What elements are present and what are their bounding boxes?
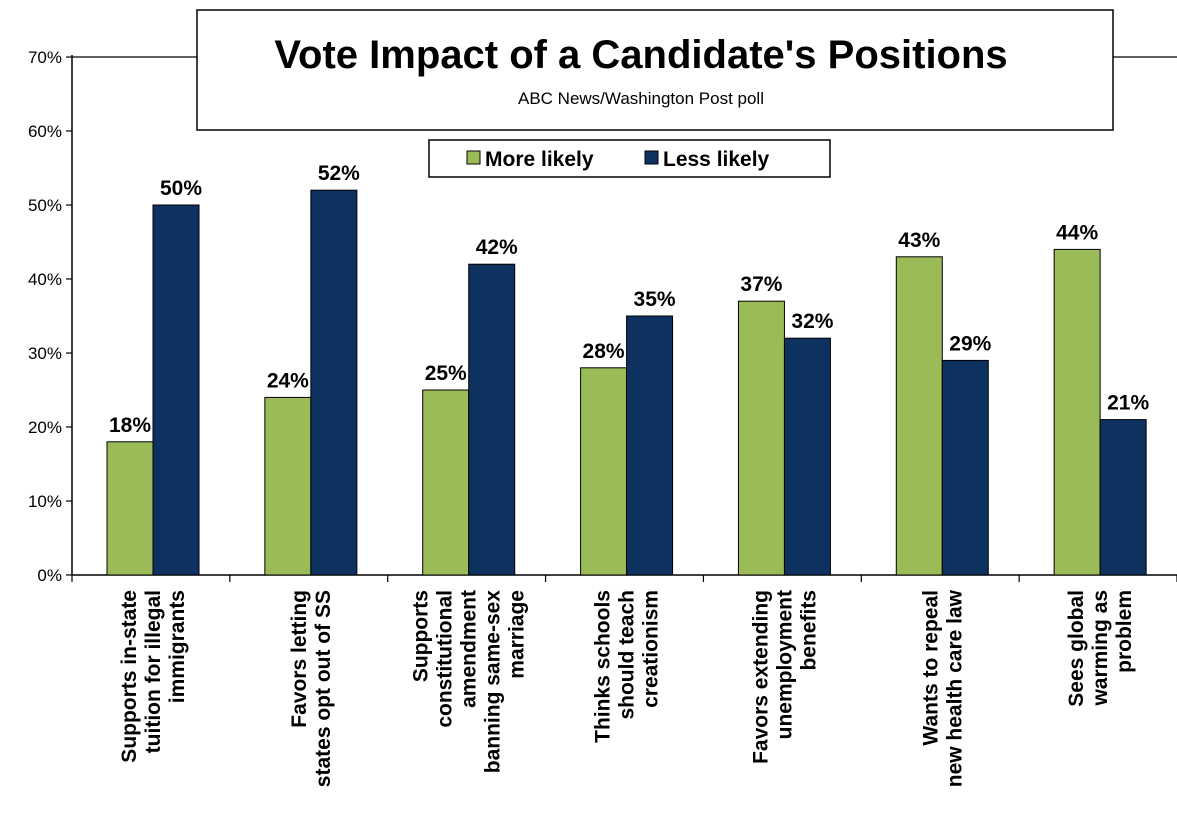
bar-less-likely bbox=[468, 263, 516, 576]
category-label: Favors letting bbox=[288, 590, 311, 728]
chart-subtitle: ABC News/Washington Post poll bbox=[518, 89, 764, 108]
category-label: banning same-sex bbox=[482, 590, 505, 774]
data-label-more-likely: 28% bbox=[583, 340, 625, 363]
bar-less-likely bbox=[152, 204, 200, 576]
legend-label-less-likely: Less likely bbox=[663, 148, 770, 171]
data-label-less-likely: 32% bbox=[791, 310, 833, 333]
data-label-more-likely: 24% bbox=[267, 369, 309, 392]
category-label: Supports bbox=[410, 590, 433, 682]
y-tick-label: 20% bbox=[28, 418, 62, 437]
legend-label-more-likely: More likely bbox=[485, 148, 594, 171]
category-label: immigrants bbox=[166, 590, 189, 703]
category-label: tuition for illegal bbox=[142, 590, 165, 753]
y-tick-label: 40% bbox=[28, 270, 62, 289]
data-label-more-likely: 43% bbox=[898, 229, 940, 252]
category-labels: Supports in-state tuition for illegal immi… bbox=[118, 589, 1136, 787]
category-label: creationism bbox=[640, 590, 663, 708]
y-tick-label: 30% bbox=[28, 344, 62, 363]
y-tick-label: 70% bbox=[28, 48, 62, 67]
category-label: marriage bbox=[506, 590, 529, 679]
data-label-more-likely: 44% bbox=[1056, 221, 1098, 244]
bar-more-likely bbox=[1053, 248, 1101, 576]
bar-more-likely bbox=[737, 300, 785, 576]
data-label-more-likely: 37% bbox=[740, 273, 782, 296]
bar-more-likely bbox=[422, 389, 470, 576]
bar-more-likely bbox=[580, 367, 628, 576]
category-label: should teach bbox=[616, 590, 639, 720]
bar-less-likely bbox=[626, 315, 674, 576]
bar-less-likely bbox=[1099, 419, 1147, 576]
bar-more-likely bbox=[264, 396, 312, 576]
axes: 0% 10% 20% 30% 40% 50% 60% 70% bbox=[28, 48, 1177, 585]
category-label: amendment bbox=[458, 590, 481, 708]
category-label: warming as bbox=[1089, 590, 1112, 707]
category-label: Wants to repeal bbox=[919, 590, 942, 746]
category-label: constitutional bbox=[434, 590, 457, 728]
category-label: states opt out of SS bbox=[312, 590, 335, 787]
category-label: Sees global bbox=[1065, 590, 1088, 707]
y-tick-label: 10% bbox=[28, 492, 62, 511]
chart-title: Vote Impact of a Candidate's Positions bbox=[274, 33, 1007, 77]
bar-more-likely bbox=[895, 256, 943, 576]
title-box: Vote Impact of a Candidate's Positions A… bbox=[196, 9, 1114, 131]
y-tick-label: 60% bbox=[28, 122, 62, 141]
data-label-more-likely: 25% bbox=[425, 362, 467, 385]
data-label-less-likely: 21% bbox=[1107, 392, 1149, 415]
data-label-less-likely: 52% bbox=[318, 162, 360, 185]
category-label: unemployment bbox=[773, 590, 796, 739]
y-tick-label: 50% bbox=[28, 196, 62, 215]
category-label: Favors extending bbox=[749, 590, 772, 764]
category-label: new health care law bbox=[943, 589, 966, 787]
data-label-less-likely: 50% bbox=[160, 177, 202, 200]
data-label-less-likely: 35% bbox=[634, 288, 676, 311]
legend-swatch-less-likely bbox=[644, 150, 659, 165]
data-labels: 18% 50% 24% 52% 25% 42% 28% 35% 37% 32% 43% 29% 44% 2… bbox=[109, 162, 1150, 437]
bar-less-likely bbox=[310, 189, 358, 576]
bar-less-likely bbox=[941, 359, 989, 576]
data-label-less-likely: 29% bbox=[949, 332, 991, 355]
category-label: benefits bbox=[797, 590, 820, 671]
category-label: Supports in-state bbox=[118, 590, 141, 763]
bar-less-likely bbox=[783, 337, 831, 576]
y-tick-label: 0% bbox=[37, 566, 62, 585]
category-label: problem bbox=[1113, 590, 1136, 673]
category-label: Thinks schools bbox=[592, 590, 615, 743]
bar-more-likely bbox=[106, 441, 154, 576]
data-label-more-likely: 18% bbox=[109, 414, 151, 437]
legend-swatch-more-likely bbox=[466, 150, 481, 165]
legend: More likely Less likely bbox=[428, 139, 831, 178]
bars bbox=[106, 189, 1147, 576]
data-label-less-likely: 42% bbox=[476, 236, 518, 259]
